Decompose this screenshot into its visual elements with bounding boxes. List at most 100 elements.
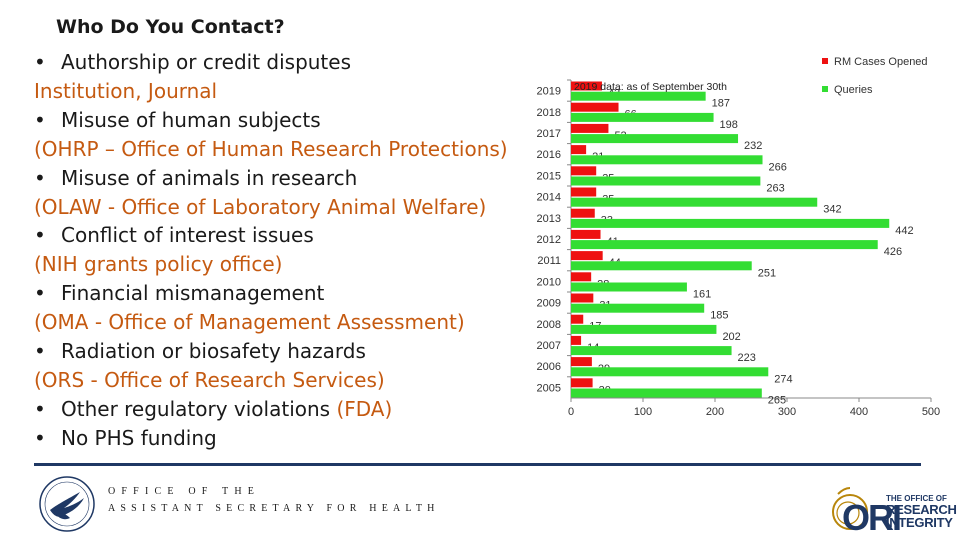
contact-text: (NIH grants policy office)	[34, 252, 283, 277]
y-tick-label: 2008	[537, 319, 561, 331]
x-tick-label: 200	[706, 406, 724, 418]
bullet-icon: •	[34, 339, 46, 364]
bullet-icon: •	[34, 396, 46, 421]
bullet-icon: •	[34, 223, 46, 248]
legend-label-rm-cases: RM Cases Opened	[834, 56, 928, 68]
contact-text: Other regulatory violations	[61, 396, 337, 421]
oash-wordmark: OFFICE OF THE ASSISTANT SECRETARY FOR HE…	[108, 486, 440, 514]
contact-text: Authorship or credit disputes	[61, 50, 351, 74]
queries-value-label: 274	[774, 373, 792, 385]
queries-value-label: 202	[722, 331, 740, 343]
contact-topic: • Authorship or credit disputes	[34, 48, 524, 77]
bullet-icon: •	[34, 425, 46, 450]
bullet-icon: •	[34, 107, 46, 132]
rm-cases-bar	[571, 335, 582, 345]
queries-bar	[571, 155, 763, 165]
y-tick-label: 2006	[537, 361, 561, 373]
contact-text: No PHS funding	[61, 425, 217, 450]
queries-bar	[571, 240, 878, 250]
queries-bar	[571, 91, 706, 101]
contact-text: Financial mismanagement	[61, 281, 325, 306]
contact-office: (OMA - Office of Management Assessment)	[34, 308, 524, 337]
contact-topic: • No PHS funding	[34, 424, 524, 453]
contact-text: Misuse of human subjects	[61, 107, 321, 132]
rm-cases-bar	[571, 314, 584, 324]
y-tick-label: 2017	[537, 128, 561, 140]
legend-swatch-rm-cases	[822, 58, 828, 64]
page-title: Who Do You Contact?	[56, 16, 285, 38]
queries-bar	[571, 303, 705, 313]
x-tick-label: 300	[778, 406, 796, 418]
contact-text: Misuse of animals in research	[61, 165, 358, 190]
queries-bar	[571, 282, 687, 292]
x-tick-label: 400	[850, 406, 868, 418]
contact-office: (OHRP – Office of Human Research Protect…	[34, 135, 524, 164]
y-tick-label: 2005	[537, 382, 561, 394]
oash-line-2: ASSISTANT SECRETARY FOR HEALTH	[108, 503, 440, 514]
rm-cases-bar	[571, 357, 592, 367]
contact-office: (ORS - Office of Research Services)	[34, 366, 524, 395]
queries-value-label: 442	[895, 225, 913, 237]
y-tick-label: 2012	[537, 234, 561, 246]
queries-bar	[571, 346, 732, 356]
queries-value-label: 265	[768, 395, 786, 407]
x-tick-label: 500	[922, 406, 940, 418]
rm-cases-bar	[571, 251, 603, 261]
hhs-eagle-logo	[39, 476, 95, 532]
queries-value-label: 232	[744, 140, 762, 152]
oash-line-1: OFFICE OF THE	[108, 486, 261, 497]
divider-rule	[34, 463, 921, 466]
queries-value-label: 185	[710, 310, 728, 322]
ori-line-1: THE OFFICE OF	[886, 494, 947, 503]
contact-office: (NIH grants policy office)	[34, 250, 524, 279]
ori-wordmark: THE OFFICE OF RESEARCH INTEGRITY	[886, 494, 957, 530]
y-tick-label: 2018	[537, 107, 561, 119]
contact-office-inline: (FDA)	[336, 396, 393, 421]
contact-text: Institution, Journal	[34, 78, 218, 103]
contact-text: (ORS - Office of Research Services)	[34, 367, 385, 392]
contact-text: (OHRP – Office of Human Research Protect…	[34, 136, 508, 161]
contact-text: (OMA - Office of Management Assessment)	[34, 310, 465, 335]
contact-text: (OLAW - Office of Laboratory Animal Welf…	[34, 194, 487, 219]
ori-line-2: RESEARCH	[886, 502, 957, 517]
contact-topic: • Other regulatory violations (FDA)	[34, 395, 524, 424]
queries-value-label: 223	[738, 352, 756, 364]
chart-annotation: 2019 data: as of September 30th	[574, 81, 727, 93]
rm-cases-bar	[571, 145, 587, 155]
cases-queries-chart: 0100200300400500201943187201866198201752…	[537, 56, 941, 418]
rm-cases-bar	[571, 123, 609, 133]
y-tick-label: 2016	[537, 149, 561, 161]
contact-text: Conflict of interest issues	[61, 223, 314, 248]
queries-bar	[571, 134, 739, 144]
y-tick-label: 2009	[537, 298, 561, 310]
contact-topic: • Misuse of animals in research	[34, 164, 524, 193]
queries-value-label: 251	[758, 267, 776, 279]
queries-bar	[571, 112, 714, 122]
queries-value-label: 187	[712, 98, 730, 110]
bullet-icon: •	[34, 165, 46, 190]
y-tick-label: 2019	[537, 86, 561, 98]
queries-bar	[571, 324, 717, 334]
queries-value-label: 161	[693, 289, 711, 301]
rm-cases-bar	[571, 378, 593, 388]
ori-line-3: INTEGRITY	[886, 515, 953, 530]
contact-topic: • Financial mismanagement	[34, 279, 524, 308]
rm-cases-bar	[571, 272, 592, 282]
queries-bar	[571, 261, 752, 271]
rm-cases-bar	[571, 208, 595, 218]
x-tick-label: 100	[634, 406, 652, 418]
bullet-icon: •	[34, 281, 46, 306]
queries-value-label: 263	[766, 183, 784, 195]
contact-office: (OLAW - Office of Laboratory Animal Welf…	[34, 193, 524, 222]
queries-value-label: 266	[769, 161, 787, 173]
rm-cases-bar	[571, 229, 601, 239]
queries-bar	[571, 388, 762, 398]
y-tick-label: 2013	[537, 213, 561, 225]
queries-value-label: 426	[884, 246, 902, 258]
rm-cases-bar	[571, 293, 594, 303]
contact-topic: • Conflict of interest issues	[34, 221, 524, 250]
rm-cases-bar	[571, 102, 619, 112]
rm-cases-bar	[571, 187, 597, 197]
queries-bar	[571, 197, 818, 207]
contact-list: • Authorship or credit disputes Institutio…	[34, 48, 524, 453]
